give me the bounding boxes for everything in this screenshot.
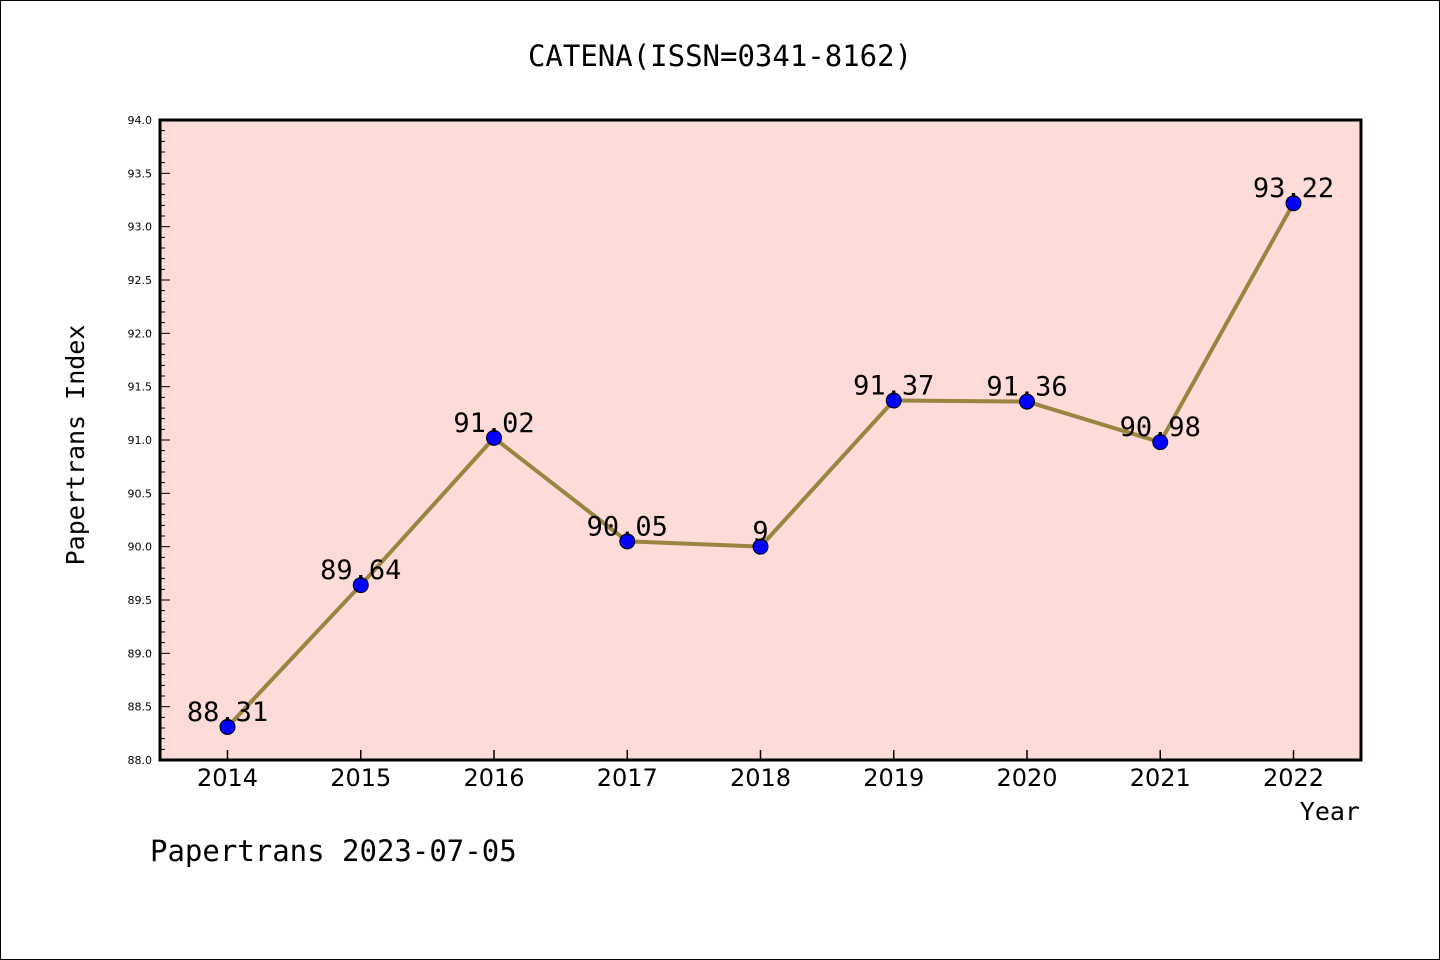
x-axis-label: Year <box>1300 797 1360 826</box>
x-tick-label: 2017 <box>597 764 658 792</box>
data-label: 89.64 <box>320 555 401 586</box>
y-tick-label: 88.0 <box>128 754 153 767</box>
x-tick-label: 2016 <box>463 764 524 792</box>
data-label: 91.36 <box>986 372 1067 403</box>
data-label: 88.31 <box>187 697 268 728</box>
y-tick-label: 90.0 <box>128 541 153 554</box>
y-axis-label: Papertrans Index <box>61 325 90 566</box>
data-point <box>885 392 902 409</box>
x-tick-label: 2015 <box>330 764 391 792</box>
y-tick-label: 91.0 <box>128 434 153 447</box>
x-tick-label: 2014 <box>197 764 258 792</box>
y-tick-label: 94.0 <box>128 114 153 127</box>
y-tick-label: 89.0 <box>128 647 153 660</box>
data-labels: 88.31 89.64 91.02 90.05 9 91.37 91.36 90.98 93.2… <box>187 173 1334 728</box>
data-point <box>752 538 769 555</box>
x-tick-label: 2019 <box>863 764 924 792</box>
data-point <box>1285 195 1302 212</box>
y-tick-label: 93.0 <box>128 221 153 234</box>
data-label: 9 <box>752 517 768 548</box>
x-tick-label: 2021 <box>1130 764 1191 792</box>
data-label: 91.02 <box>453 408 534 439</box>
data-point <box>486 429 502 446</box>
y-tick-label: 91.5 <box>128 381 153 394</box>
x-tick-label: 2022 <box>1263 764 1324 792</box>
data-point <box>1152 434 1169 451</box>
data-point <box>619 533 636 550</box>
data-label: 90.05 <box>587 511 668 542</box>
data-label: 90.98 <box>1120 412 1201 443</box>
y-tick-label: 90.5 <box>128 487 153 500</box>
data-label: 91.37 <box>853 371 934 402</box>
chart-title: CATENA(ISSN=0341-8162) <box>528 39 912 73</box>
x-tick-label: 2020 <box>996 764 1057 792</box>
y-tick-label: 88.5 <box>128 701 153 714</box>
y-tick-label: 92.5 <box>128 274 153 287</box>
y-axis-ticks: 88.0 88.5 89.0 89.5 90.0 90.5 91.0 91.5 92.0 92.5… <box>128 114 170 767</box>
data-label: 93.22 <box>1253 173 1334 204</box>
data-point <box>352 577 369 594</box>
data-point <box>219 718 236 735</box>
x-axis-ticks: 2014 2015 2016 2017 2018 2019 2020 2021 2022 <box>197 750 1324 792</box>
y-tick-label: 92.0 <box>128 327 153 340</box>
series-papertrans-index <box>219 195 1302 735</box>
x-tick-label: 2018 <box>730 764 791 792</box>
y-tick-label: 89.5 <box>128 594 153 607</box>
footer-note: Papertrans 2023-07-05 <box>150 834 517 868</box>
y-tick-label: 93.5 <box>128 167 153 180</box>
data-point <box>1019 393 1035 410</box>
